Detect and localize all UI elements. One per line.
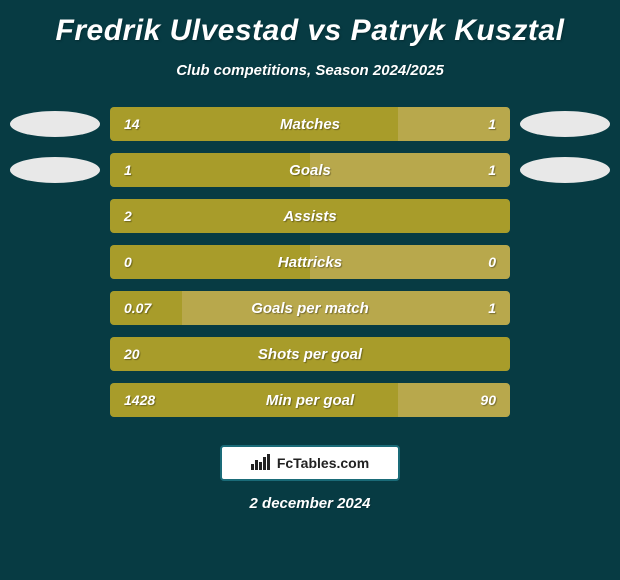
stat-bar: 11Goals	[110, 153, 510, 187]
stat-row: 11Goals	[10, 153, 610, 187]
date-text: 2 december 2024	[10, 495, 610, 512]
stat-bar: 20Shots per goal	[110, 337, 510, 371]
right-fill	[182, 291, 510, 325]
bars-icon	[251, 454, 273, 472]
right-bubble	[520, 157, 610, 183]
stat-row: 0.071Goals per match	[10, 291, 610, 325]
left-bubble	[10, 111, 100, 137]
stat-rows: 141Matches 11Goals 2Assists 00Hattricks 0.07…	[10, 107, 610, 417]
stat-row: 00Hattricks	[10, 245, 610, 279]
right-bubble	[520, 111, 610, 137]
stat-row: 142890Min per goal	[10, 383, 610, 417]
right-fill	[398, 383, 510, 417]
stat-bar: 142890Min per goal	[110, 383, 510, 417]
left-fill	[110, 383, 398, 417]
comparison-title: Fredrik Ulvestad vs Patryk Kusztal	[10, 14, 610, 48]
stat-bar: 141Matches	[110, 107, 510, 141]
right-fill	[310, 153, 510, 187]
left-fill	[110, 245, 310, 279]
left-fill	[110, 153, 310, 187]
stat-row: 141Matches	[10, 107, 610, 141]
brand-badge: FcTables.com	[220, 445, 400, 481]
left-bubble	[10, 157, 100, 183]
brand-text: FcTables.com	[277, 455, 369, 471]
stat-bar: 2Assists	[110, 199, 510, 233]
right-fill	[398, 107, 510, 141]
left-fill	[110, 291, 182, 325]
comparison-card: Fredrik Ulvestad vs Patryk Kusztal Club …	[0, 0, 620, 580]
stat-bar: 00Hattricks	[110, 245, 510, 279]
stat-row: 20Shots per goal	[10, 337, 610, 371]
comparison-subtitle: Club competitions, Season 2024/2025	[10, 62, 610, 79]
stat-bar: 0.071Goals per match	[110, 291, 510, 325]
stat-row: 2Assists	[10, 199, 610, 233]
left-fill	[110, 107, 398, 141]
left-fill	[110, 337, 510, 371]
right-fill	[310, 245, 510, 279]
left-fill	[110, 199, 510, 233]
